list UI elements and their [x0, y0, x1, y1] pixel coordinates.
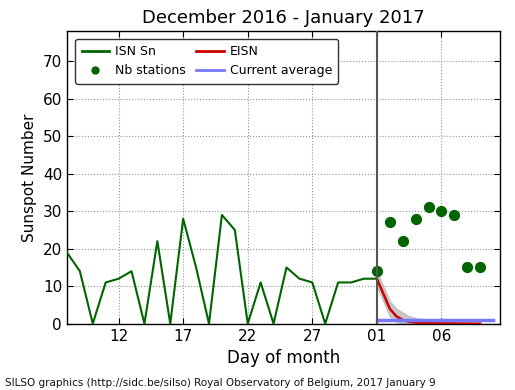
Text: SILSO graphics (http://sidc.be/silso) Royal Observatory of Belgium, 2017 January: SILSO graphics (http://sidc.be/silso) Ro…	[5, 378, 436, 388]
Point	[373, 268, 381, 274]
Legend: ISN Sn, Nb stations, EISN, Current average: ISN Sn, Nb stations, EISN, Current avera…	[75, 39, 338, 84]
X-axis label: Day of month: Day of month	[227, 349, 340, 367]
Point	[411, 216, 420, 222]
Y-axis label: Sunspot Number: Sunspot Number	[22, 113, 37, 242]
Point	[386, 219, 394, 225]
Point	[424, 204, 433, 211]
Point	[463, 264, 471, 271]
Point	[399, 238, 407, 244]
Point	[437, 208, 445, 215]
Title: December 2016 - January 2017: December 2016 - January 2017	[142, 9, 424, 27]
Point	[476, 264, 484, 271]
Point	[450, 212, 458, 218]
